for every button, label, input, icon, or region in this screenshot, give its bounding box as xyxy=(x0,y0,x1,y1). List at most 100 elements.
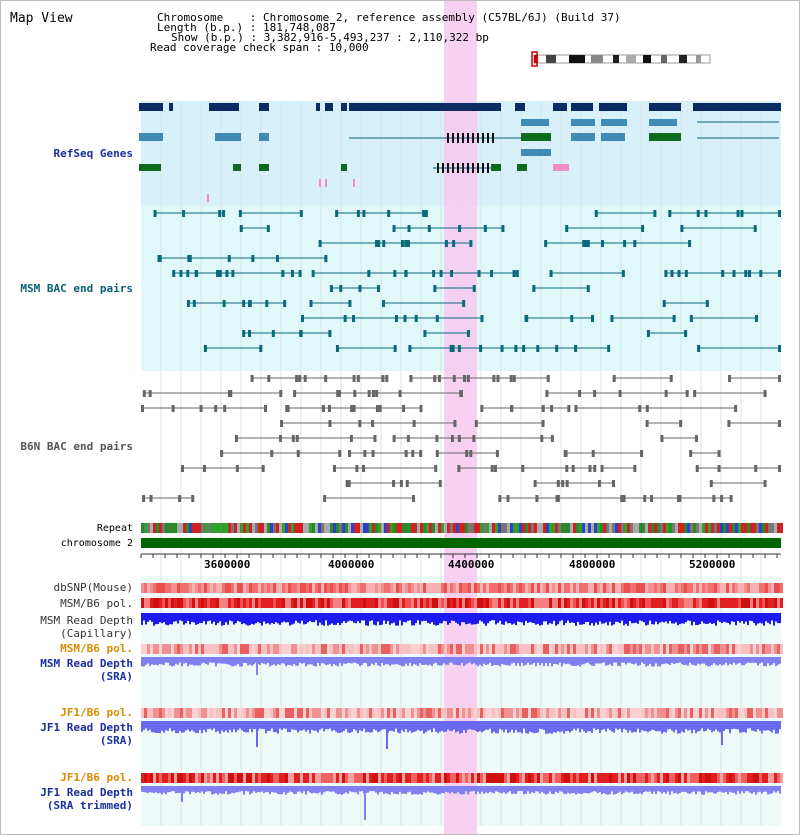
msm-pol-heat xyxy=(186,598,189,608)
track-label-jf1-pol-2[interactable]: JF1/B6 pol. xyxy=(60,771,133,784)
jf1-sra-depth xyxy=(671,721,673,731)
jf1-sra-depth xyxy=(451,721,453,731)
msm-pol-heat xyxy=(738,598,741,608)
msm-sra-depth xyxy=(555,657,557,664)
dbsnp-heat xyxy=(741,583,744,593)
jf1-pol2-heat xyxy=(681,773,684,783)
msm-capillary-depth xyxy=(215,613,217,626)
track-label-msm-b6-pol[interactable]: MSM/B6 pol. xyxy=(60,597,133,610)
repeat-mark xyxy=(345,523,348,533)
jf1-pol-heat xyxy=(726,708,729,718)
jf1-pol2-heat xyxy=(639,773,642,783)
dbsnp-heat xyxy=(606,583,609,593)
track-label-jf1-read-trim[interactable]: JF1 Read Depth xyxy=(40,786,133,799)
msm-sra-depth xyxy=(377,657,379,666)
msm-pol2-heat xyxy=(666,644,669,654)
msm-capillary-depth xyxy=(471,613,473,625)
jf1-trim-depth xyxy=(777,786,779,792)
msm-pol2-heat xyxy=(156,644,159,654)
jf1-trim-depth xyxy=(193,786,195,792)
repeat-mark xyxy=(639,523,642,533)
msm-sra-depth xyxy=(285,657,287,667)
msm-sra-depth xyxy=(447,657,449,666)
jf1-pol2-heat xyxy=(684,773,687,783)
msm-bac-pair xyxy=(192,300,196,307)
track-label-msm-read-capillary[interactable]: MSM Read Depth xyxy=(40,614,133,627)
msm-sra-depth xyxy=(693,657,695,666)
jf1-pol-heat xyxy=(288,708,291,718)
track-label-repeat[interactable]: Repeat xyxy=(96,523,133,534)
track-label-refseq[interactable]: RefSeq Genes xyxy=(53,147,133,160)
track-label-b6n-bac[interactable]: B6N BAC end pairs xyxy=(20,440,133,453)
gene-feature xyxy=(209,103,239,111)
msm-capillary-depth xyxy=(319,613,321,623)
jf1-pol-heat xyxy=(192,708,195,718)
dbsnp-heat xyxy=(711,583,714,593)
jf1-sra-depth xyxy=(283,721,285,729)
repeat-mark xyxy=(717,523,720,533)
msm-sra-depth xyxy=(449,657,451,663)
msm-bac-pair xyxy=(298,270,302,277)
msm-bac-pair xyxy=(549,270,553,277)
msm-pol2-heat xyxy=(459,644,462,654)
jf1-sra-depth xyxy=(653,721,655,731)
jf1-sra-depth xyxy=(373,721,375,730)
dbsnp-heat xyxy=(156,583,159,593)
msm-capillary-depth xyxy=(557,613,559,625)
track-label-dbsnp[interactable]: dbSNP(Mouse) xyxy=(53,581,133,594)
msm-bac-pair xyxy=(469,240,473,247)
msm-capillary-depth xyxy=(155,613,157,625)
jf1-pol-heat xyxy=(234,708,237,718)
msm-capillary-depth xyxy=(689,613,691,621)
msm-pol2-heat xyxy=(180,644,183,654)
jf1-sra-depth xyxy=(597,721,599,730)
track-label-chromosome[interactable]: chromosome 2 xyxy=(60,538,133,549)
repeat-mark xyxy=(216,523,219,533)
jf1-pol2-heat xyxy=(153,773,156,783)
track-label-jf1-read-sra[interactable]: JF1 Read Depth xyxy=(40,721,133,734)
dbsnp-heat xyxy=(366,583,369,593)
msm-sra-depth xyxy=(729,657,731,664)
jf1-trim-depth xyxy=(475,786,477,795)
jf1-pol2-heat xyxy=(216,773,219,783)
jf1-trim-depth xyxy=(531,786,533,793)
msm-pol2-heat xyxy=(204,644,207,654)
msm-pol2-heat xyxy=(501,644,504,654)
jf1-sra-depth xyxy=(413,721,415,732)
msm-capillary-depth xyxy=(331,613,333,624)
track-label-msm-read-sra[interactable]: MSM Read Depth xyxy=(40,657,133,670)
b6n-bac-pair xyxy=(720,495,724,502)
msm-pol2-heat xyxy=(342,644,345,654)
repeat-mark xyxy=(741,523,744,533)
b6n-bac-pair xyxy=(618,390,622,397)
msm-capillary-depth xyxy=(177,613,179,624)
msm-capillary-depth xyxy=(431,613,433,623)
msm-capillary-depth xyxy=(353,613,355,623)
track-label-msm-bac[interactable]: MSM BAC end pairs xyxy=(20,282,133,295)
jf1-trim-depth xyxy=(691,786,693,793)
jf1-sra-depth xyxy=(565,721,567,732)
track-label-msm-b6-pol-2[interactable]: MSM/B6 pol. xyxy=(60,642,133,655)
jf1-pol2-heat xyxy=(654,773,657,783)
repeat-mark xyxy=(474,523,477,533)
repeat-mark xyxy=(720,523,723,533)
jf1-pol2-heat xyxy=(699,773,702,783)
msm-pol-heat xyxy=(402,598,405,608)
repeat-mark xyxy=(525,523,528,533)
msm-pol-heat xyxy=(693,598,696,608)
msm-pol2-heat xyxy=(513,644,516,654)
msm-sra-depth xyxy=(199,657,201,666)
jf1-trim-depth xyxy=(689,786,691,794)
jf1-sra-depth xyxy=(585,721,587,733)
jf1-pol-heat xyxy=(585,708,588,718)
jf1-trim-depth xyxy=(375,786,377,793)
msm-capillary-depth xyxy=(245,613,247,625)
jf1-pol2-heat xyxy=(687,773,690,783)
msm-sra-depth xyxy=(505,657,507,666)
jf1-sra-depth xyxy=(367,721,369,732)
msm-sra-depth xyxy=(535,657,537,667)
jf1-pol2-heat xyxy=(180,773,183,783)
msm-capillary-depth xyxy=(143,613,145,621)
track-label-jf1-pol[interactable]: JF1/B6 pol. xyxy=(60,706,133,719)
